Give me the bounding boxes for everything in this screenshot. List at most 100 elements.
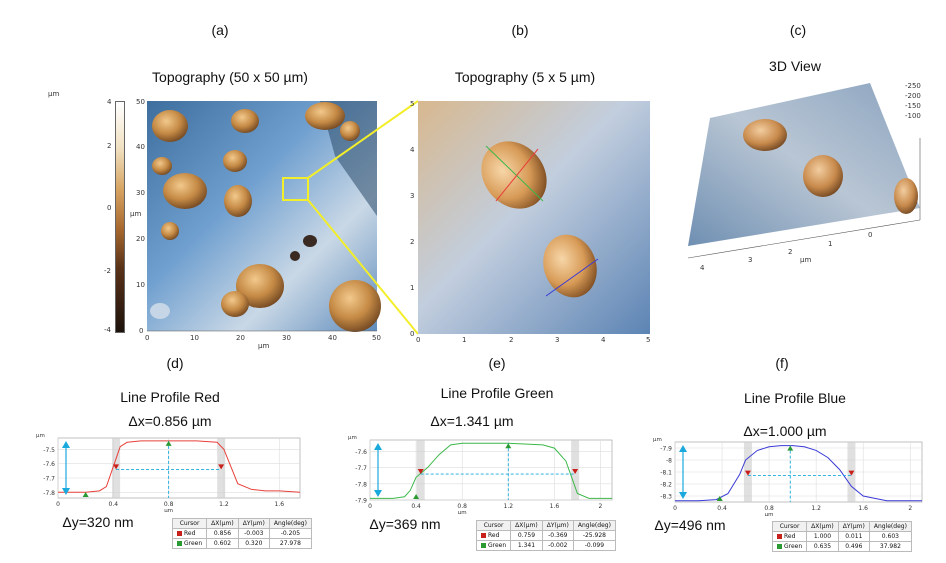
green-cursor-marker bbox=[82, 492, 89, 497]
x-tick-label: 2 bbox=[908, 505, 912, 512]
surface bbox=[688, 83, 920, 246]
y-tick-label: -7.7 bbox=[43, 476, 55, 483]
table-cell: 1.000 bbox=[806, 531, 839, 542]
table-cell: Red bbox=[771, 531, 808, 542]
droplet-1 bbox=[743, 119, 787, 151]
table-cell: -0.002 bbox=[541, 540, 574, 551]
series-line bbox=[370, 442, 612, 499]
table-cell: -0.003 bbox=[237, 528, 270, 539]
red-cursor-marker bbox=[417, 469, 424, 475]
y-tick: 0 bbox=[410, 330, 415, 338]
table-cell: 0.856 bbox=[206, 528, 239, 539]
green-cursor-marker bbox=[413, 494, 420, 499]
x-tick: 3 bbox=[555, 336, 560, 344]
panel-c-title: 3D View bbox=[769, 58, 821, 74]
panel-label-a: (a) bbox=[211, 22, 229, 38]
profile-line-red bbox=[495, 148, 539, 202]
table-cell: Green bbox=[171, 538, 208, 549]
colorbar-tick: 2 bbox=[107, 142, 112, 150]
table-header: Cursor bbox=[171, 518, 208, 529]
x-tick-label: 1.6 bbox=[550, 503, 560, 510]
x-tick: 5 bbox=[646, 336, 651, 344]
x-tick: 0 bbox=[145, 334, 150, 342]
particle-cluster-group bbox=[150, 102, 381, 332]
x-tick: 50 bbox=[372, 334, 381, 342]
green-swatch bbox=[777, 544, 782, 549]
x-tick-label: 1.6 bbox=[274, 501, 284, 508]
table-row: Red 0.759 -0.369 -25.928 bbox=[475, 530, 616, 541]
line-profile-red-chart: -7.5 -7.6 -7.7 -7.80 0.4 0.8 1.2 1.6 µm µm bbox=[36, 433, 301, 512]
dy-arrow-head bbox=[679, 492, 687, 499]
panel-label-d: (d) bbox=[166, 355, 184, 371]
table-cell: 0.603 bbox=[868, 531, 912, 542]
red-swatch bbox=[177, 531, 182, 536]
colorbar-tick: 4 bbox=[107, 98, 112, 106]
x-tick: 20 bbox=[236, 334, 245, 342]
x-tick: 0 bbox=[416, 336, 421, 344]
y-tick: 5 bbox=[410, 100, 415, 108]
table-row: Green 1.341 -0.002 -0.099 bbox=[475, 540, 616, 551]
x-axis-label: µm bbox=[164, 508, 173, 512]
green-swatch bbox=[177, 541, 182, 546]
x-tick: 40 bbox=[328, 334, 337, 342]
x-tick: 1 bbox=[828, 240, 833, 248]
x-tick-label: 0.8 bbox=[457, 503, 467, 510]
panel-label-f: (f) bbox=[775, 355, 789, 371]
panel-d-dx: Δx=0.856 µm bbox=[128, 413, 212, 429]
cursor-table-d: Cursor ΔX(µm) ΔY(µm) Angle(deg) Red 0.856 -0.0… bbox=[171, 518, 312, 549]
table-cell: Green bbox=[475, 540, 512, 551]
z-tick: -200 bbox=[905, 92, 921, 100]
table-row: Green 0.602 0.320 27.978 bbox=[171, 538, 312, 549]
table-cell: -0.369 bbox=[541, 530, 574, 541]
droplet-2 bbox=[543, 234, 597, 298]
panel-f-dy: Δy=496 nm bbox=[654, 517, 726, 533]
table-header: Angle(deg) bbox=[268, 518, 312, 529]
x-unit: µm bbox=[800, 256, 812, 264]
topography-image bbox=[418, 101, 650, 334]
line-profile-blue-chart: -7.9 -8 -8.1 -8.2 -8.30 0.4 0.8 1.2 1.6 2 µm µm bbox=[653, 437, 923, 516]
y-tick-label: -8 bbox=[666, 458, 672, 465]
dy-arrow-head bbox=[62, 488, 70, 495]
green-cursor-marker bbox=[716, 496, 723, 501]
y-tick: 2 bbox=[410, 238, 415, 246]
y-tick-label: -7.8 bbox=[43, 490, 55, 497]
x-tick: 3 bbox=[748, 256, 753, 264]
x-tick-label: 0 bbox=[56, 501, 60, 508]
colorbar-unit: µm bbox=[48, 90, 60, 98]
red-cursor-marker bbox=[572, 469, 579, 475]
table-header: ΔY(µm) bbox=[837, 521, 870, 532]
green-cursor-marker bbox=[787, 445, 794, 451]
y-tick-label: -7.6 bbox=[355, 449, 367, 456]
x-tick: 4 bbox=[601, 336, 606, 344]
panel-label-e: (e) bbox=[488, 355, 506, 371]
table-cell: -25.928 bbox=[572, 530, 616, 541]
green-cursor-marker bbox=[165, 440, 172, 446]
table-cell: Green bbox=[771, 541, 808, 552]
series-line bbox=[675, 445, 922, 502]
table-row: Red 1.000 0.011 0.603 bbox=[771, 531, 912, 542]
table-cell: 0.496 bbox=[837, 541, 870, 552]
panel-e-dx: Δx=1.341 µm bbox=[430, 413, 514, 429]
table-cell: 1.341 bbox=[510, 540, 543, 551]
y-tick: 3 bbox=[410, 192, 415, 200]
table-header: ΔX(µm) bbox=[206, 518, 239, 529]
y-tick: 10 bbox=[136, 281, 145, 289]
table-header: ΔY(µm) bbox=[237, 518, 270, 529]
x-tick: 2 bbox=[788, 248, 793, 256]
table-cell: 0.635 bbox=[806, 541, 839, 552]
table-header: Cursor bbox=[771, 521, 808, 532]
y-tick-label: -8.3 bbox=[660, 494, 672, 501]
dy-arrow-head bbox=[374, 490, 382, 497]
plot-area bbox=[57, 437, 301, 499]
x-tick: 10 bbox=[190, 334, 199, 342]
table-header: ΔY(µm) bbox=[541, 520, 574, 531]
red-cursor-marker bbox=[218, 464, 225, 470]
table-header: Angle(deg) bbox=[572, 520, 616, 531]
panel-f-title: Line Profile Blue bbox=[744, 390, 846, 406]
y-tick: 0 bbox=[139, 327, 144, 335]
dy-arrow-head bbox=[374, 443, 382, 450]
x-tick: 1 bbox=[462, 336, 467, 344]
table-cell: 0.320 bbox=[237, 538, 270, 549]
panel-a-figure bbox=[147, 101, 381, 332]
table-cell: 0.011 bbox=[837, 531, 870, 542]
